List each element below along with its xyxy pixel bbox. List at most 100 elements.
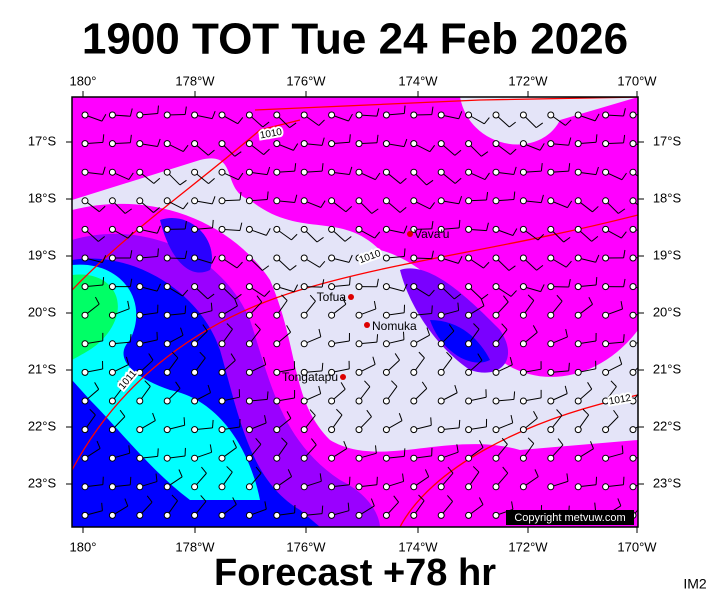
- wind-station: [328, 111, 336, 119]
- wind-station: [136, 340, 144, 348]
- wind-barb: [128, 445, 131, 454]
- wind-station: [273, 426, 281, 434]
- wind-station: [465, 197, 473, 205]
- wind-barb: [594, 113, 600, 122]
- wind-station: [81, 197, 89, 205]
- wind-barb: [209, 444, 213, 453]
- wind-station: [382, 168, 390, 176]
- wind-station: [629, 225, 637, 233]
- lat-label: 20°S: [28, 304, 57, 319]
- wind-station: [602, 168, 610, 176]
- wind-station: [163, 311, 171, 319]
- wind-station: [437, 511, 445, 519]
- wind-barb: [513, 191, 516, 200]
- wind-barb: [456, 444, 459, 453]
- wind-station: [245, 426, 253, 434]
- wind-station: [136, 254, 144, 262]
- wind-barb: [155, 473, 158, 482]
- wind-barb: [234, 293, 242, 300]
- wind-barb: [512, 228, 518, 236]
- wind-barb: [318, 385, 322, 394]
- wind-barb: [567, 200, 573, 208]
- wind-barb: [373, 300, 377, 310]
- lon-label: 178°W: [175, 539, 215, 554]
- wind-barb: [588, 296, 593, 305]
- wind-station: [355, 254, 363, 262]
- wind-station: [465, 254, 473, 262]
- wind-barb: [651, 106, 652, 114]
- wind-barb: [478, 497, 484, 505]
- wind-station: [355, 225, 363, 233]
- wind-barb: [239, 192, 242, 201]
- wind-station: [136, 311, 144, 319]
- wind-station: [218, 340, 226, 348]
- wind-station: [355, 168, 363, 176]
- lat-label: 22°S: [653, 418, 682, 433]
- wind-station: [519, 140, 527, 148]
- wind-barb: [527, 437, 535, 444]
- lat-label: 23°S: [28, 475, 57, 490]
- wind-barb: [536, 264, 544, 271]
- wind-station: [273, 111, 281, 119]
- place-marker: [340, 374, 346, 380]
- wind-station: [574, 168, 582, 176]
- wind-barb: [281, 294, 288, 301]
- wind-barb: [458, 111, 463, 119]
- wind-barb: [212, 219, 214, 228]
- wind-station: [245, 368, 253, 376]
- wind-station: [629, 168, 637, 176]
- wind-station: [519, 368, 527, 376]
- cloud-field: [72, 264, 260, 500]
- wind-station: [245, 311, 253, 319]
- wind-barb: [563, 236, 571, 243]
- wind-barb: [254, 323, 261, 330]
- isobar: [72, 119, 301, 291]
- wind-station: [547, 254, 555, 262]
- wind-station: [629, 197, 637, 205]
- wind-barb: [281, 437, 288, 444]
- wind-station: [108, 111, 116, 119]
- wind-station: [547, 454, 555, 462]
- wind-barb: [182, 144, 189, 152]
- wind-station: [382, 483, 390, 491]
- wind-barb: [266, 191, 269, 200]
- wind-barb: [454, 177, 462, 184]
- wind-barb: [651, 448, 652, 456]
- wind-barb: [266, 391, 269, 400]
- wind-station: [410, 254, 418, 262]
- wind-station: [108, 140, 116, 148]
- wind-barb: [349, 134, 351, 143]
- wind-station: [410, 454, 418, 462]
- wind-station: [245, 511, 253, 519]
- wind-station: [437, 311, 445, 319]
- wind-station: [492, 197, 500, 205]
- wind-station: [136, 368, 144, 376]
- wind-barb: [376, 250, 379, 259]
- wind-station: [465, 511, 473, 519]
- wind-barb: [262, 265, 270, 271]
- wind-barb: [127, 300, 130, 309]
- wind-barb: [184, 106, 187, 115]
- wind-station: [81, 168, 89, 176]
- wind-station: [602, 311, 610, 319]
- wind-station: [382, 140, 390, 148]
- wind-station: [163, 397, 171, 405]
- wind-barb: [157, 138, 161, 147]
- wind-barb: [232, 497, 237, 505]
- wind-barb: [509, 121, 516, 128]
- wind-station: [191, 483, 199, 491]
- wind-station: [574, 311, 582, 319]
- wind-station: [108, 168, 116, 176]
- wind-station: [218, 368, 226, 376]
- wind-barb: [486, 191, 489, 201]
- wind-barb: [101, 113, 107, 122]
- wind-barb: [651, 248, 652, 256]
- wind-barb: [127, 231, 134, 239]
- wind-barb: [157, 248, 159, 257]
- wind-barb: [336, 408, 343, 416]
- wind-station: [519, 454, 527, 462]
- wind-station: [547, 397, 555, 405]
- wind-barb: [202, 324, 208, 332]
- wind-barb: [316, 236, 324, 243]
- wind-station: [382, 283, 390, 291]
